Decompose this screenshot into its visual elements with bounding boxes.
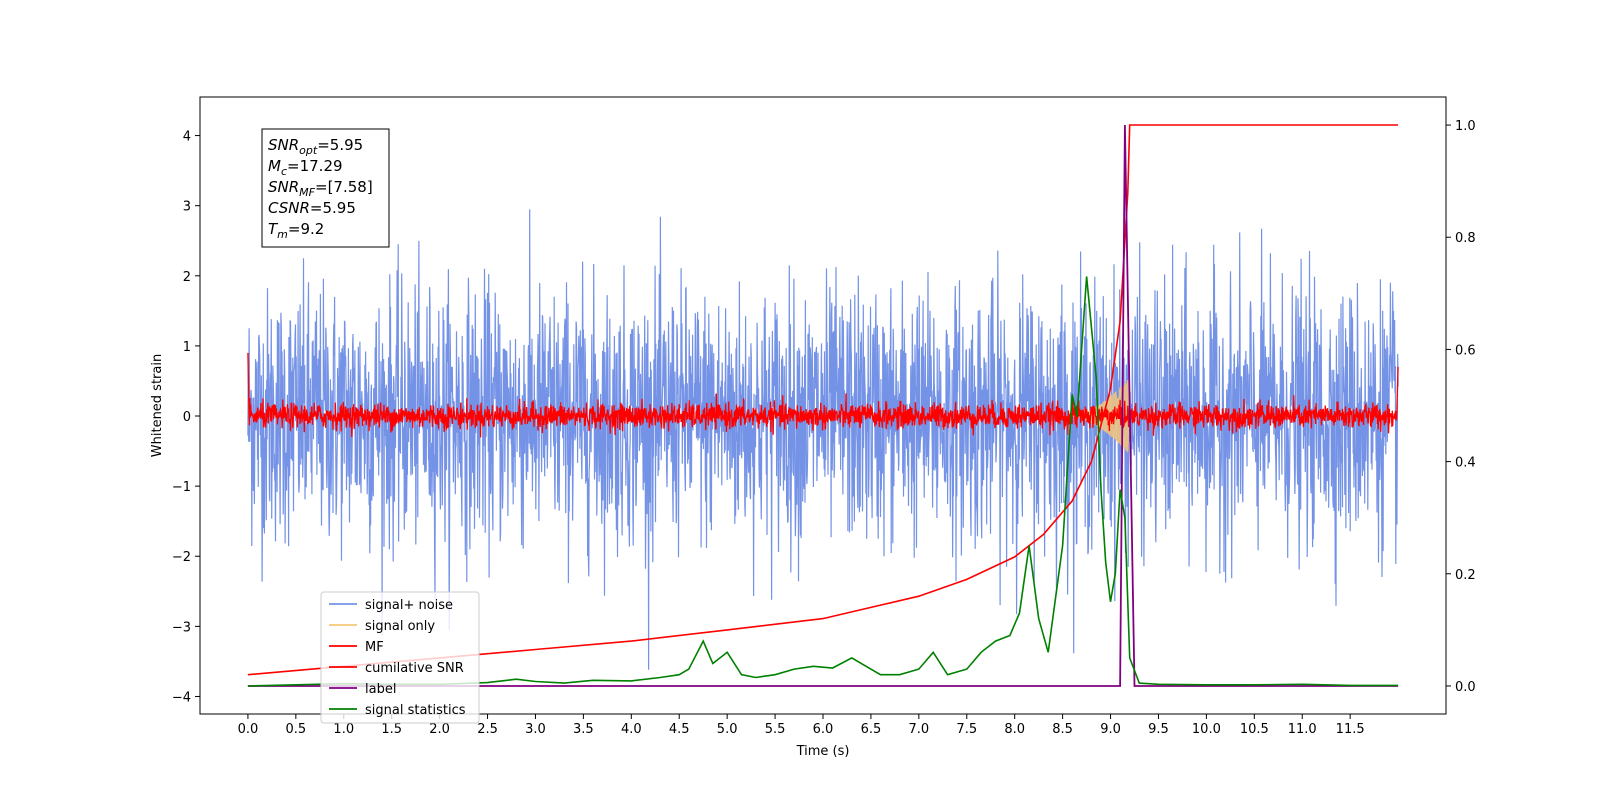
x-tick-label: 0.0	[238, 722, 259, 737]
legend-entry-label: signal only	[365, 619, 435, 634]
x-tick-label: 2.0	[429, 722, 450, 737]
x-tick-label: 7.0	[909, 722, 930, 737]
legend-entry-label: signal statistics	[365, 703, 466, 718]
y-tick-label: −2	[172, 550, 191, 565]
y-tick-label: 1	[183, 340, 191, 355]
y-tick-label: −4	[172, 690, 191, 705]
x-tick-label: 1.0	[333, 722, 354, 737]
x-tick-label: 4.0	[621, 722, 642, 737]
info-line: SNRMF=[7.58]	[268, 178, 373, 199]
series-signal-statistics	[247, 276, 1399, 687]
legend-entry-label: MF	[365, 640, 384, 655]
x-tick-label: 2.5	[477, 722, 498, 737]
x-tick-label: 9.5	[1148, 722, 1169, 737]
series-mf	[247, 352, 1399, 438]
x-tick-label: 9.0	[1100, 722, 1121, 737]
series-cumulative-snr	[247, 124, 1399, 676]
x-tick-label: 6.0	[813, 722, 834, 737]
legend-entry-label: label	[365, 682, 396, 697]
x-tick-label: 6.5	[861, 722, 882, 737]
plot-area	[247, 124, 1399, 687]
x-tick-label: 10.5	[1240, 722, 1269, 737]
x-tick-label: 5.5	[765, 722, 786, 737]
info-line: Mc=17.29	[268, 157, 343, 178]
legend-entry-label: signal+ noise	[365, 598, 453, 613]
x-tick-label: 7.5	[956, 722, 977, 737]
x-tick-label: 3.0	[525, 722, 546, 737]
series-label	[247, 124, 1399, 687]
legend-frame	[320, 591, 480, 724]
y2-tick-label: 0.4	[1455, 456, 1476, 471]
legend-entry-label: cumilative SNR	[365, 661, 464, 676]
y2-tick-label: 1.0	[1455, 119, 1476, 134]
y2-tick-label: 0.6	[1455, 343, 1476, 358]
x-tick-label: 11.0	[1288, 722, 1317, 737]
info-line: Tm=9.2	[268, 220, 324, 241]
y2-tick-label: 0.2	[1455, 568, 1476, 583]
x-tick-label: 5.0	[717, 722, 738, 737]
info-line: SNRopt=5.95	[268, 136, 363, 157]
y-tick-label: 4	[183, 130, 191, 145]
x-tick-label: 1.5	[381, 722, 402, 737]
legend: signal+ noise signal only MF cumilative SNR…	[320, 591, 480, 724]
y-tick-label: 0	[183, 410, 191, 425]
x-tick-label: 0.5	[286, 722, 307, 737]
y-tick-label: −3	[172, 620, 191, 635]
y-tick-label: 3	[183, 200, 191, 215]
x-tick-label: 8.5	[1052, 722, 1073, 737]
x-tick-label: 3.5	[573, 722, 594, 737]
y2-tick-label: 0.0	[1455, 680, 1476, 695]
x-tick-label: 11.5	[1336, 722, 1365, 737]
y-axis-label: Whitened strain	[150, 354, 165, 457]
y-tick-label: 2	[183, 270, 191, 285]
x-tick-label: 8.0	[1004, 722, 1025, 737]
info-box: SNRopt=5.95Mc=17.29SNRMF=[7.58]CSNR=5.95…	[261, 128, 390, 248]
y-tick-label: −1	[172, 480, 191, 495]
x-axis-label: Time (s)	[796, 744, 850, 759]
y2-tick-label: 0.8	[1455, 231, 1476, 246]
info-box-frame	[261, 128, 390, 248]
x-tick-label: 4.5	[669, 722, 690, 737]
x-tick-label: 10.0	[1192, 722, 1221, 737]
info-line: CSNR=5.95	[268, 199, 356, 217]
